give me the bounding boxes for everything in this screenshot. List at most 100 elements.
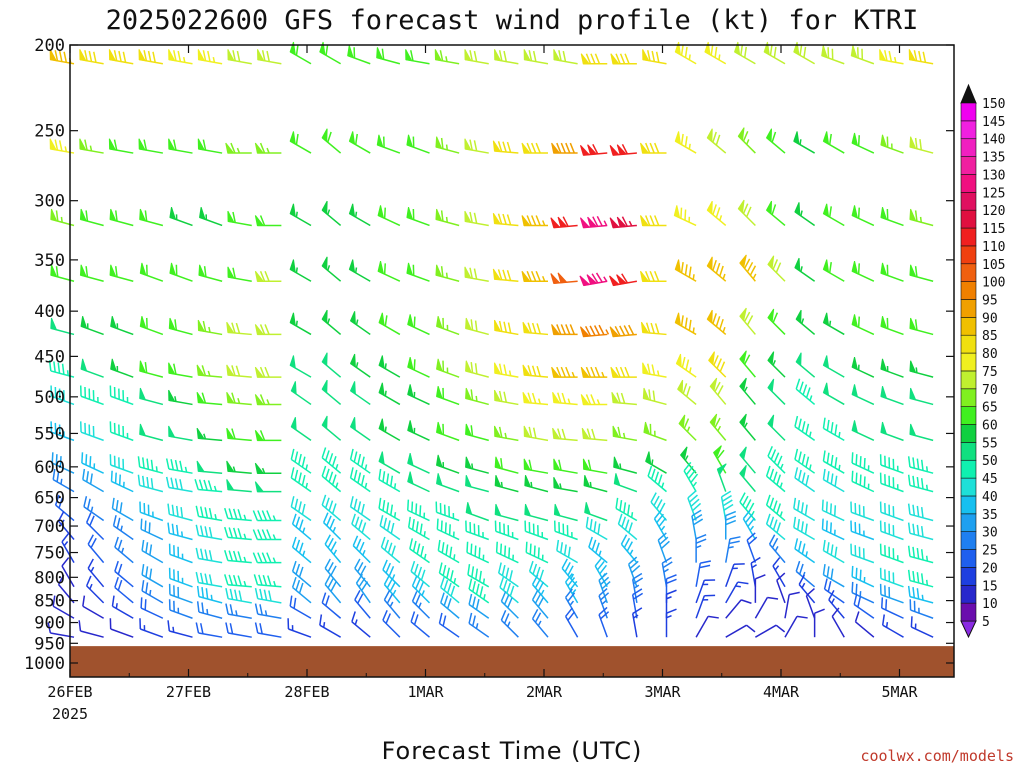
wind-barb [850, 45, 875, 65]
wind-barb-full [645, 322, 651, 334]
wind-barb-full [822, 450, 826, 462]
wind-barb [436, 518, 460, 541]
wind-barb-full [620, 534, 628, 545]
wind-barb-full [558, 522, 561, 533]
wind-barb-full [920, 549, 924, 561]
wind-barb-shaft [851, 575, 875, 588]
color-bar-segment [960, 245, 977, 265]
wind-barb-full [684, 209, 687, 221]
wind-barb-full [562, 523, 565, 535]
wind-barb-full [180, 507, 184, 518]
wind-barb-full [591, 428, 596, 440]
wind-barb-pennant [110, 315, 117, 330]
wind-barb-pennant [465, 317, 473, 331]
wind-barb [83, 496, 105, 522]
wind-barb-full [506, 214, 512, 226]
wind-barb-full [413, 316, 416, 328]
wind-barb-shaft [408, 526, 430, 541]
wind-barb [564, 607, 579, 638]
wind-barb-full [264, 324, 270, 335]
wind-barb-half [295, 320, 298, 327]
wind-barb-shaft [288, 628, 312, 638]
wind-barb-full [351, 611, 356, 623]
credit-link[interactable]: coolwx.com/models [860, 747, 1014, 765]
wind-barb-shaft [87, 543, 105, 564]
wind-barb [349, 381, 371, 406]
wind-barb [647, 465, 667, 493]
wind-barb-half [686, 426, 691, 432]
wind-barb-full [629, 560, 639, 570]
wind-barb-full [769, 516, 775, 528]
wind-barb-full [330, 541, 337, 552]
wind-barb-pennant [739, 464, 747, 479]
wind-barb-full [235, 365, 241, 377]
wind-barb [224, 526, 252, 541]
wind-barb-pennant [765, 200, 773, 215]
wind-barb-full [207, 50, 211, 62]
wind-barb-pennant [196, 460, 206, 473]
wind-barb-pennant [199, 207, 206, 221]
wind-barb [407, 471, 430, 493]
wind-barb [494, 389, 519, 406]
wind-barb-pennant [349, 311, 356, 326]
wind-barb [642, 362, 667, 378]
wind-barb [436, 386, 460, 406]
wind-barb-half [355, 319, 359, 325]
wind-barb-shaft [851, 511, 875, 522]
wind-barb-full [804, 504, 808, 516]
wind-barb-full [623, 502, 627, 514]
wind-barb-pennant [169, 262, 177, 276]
wind-barb [613, 473, 638, 493]
wind-barb-full [854, 522, 857, 533]
wind-barb-half [182, 56, 186, 63]
color-bar-label: 135 [982, 151, 1005, 166]
wind-barb-half [702, 583, 709, 586]
wind-barb-full [596, 560, 605, 571]
wind-barb-full [916, 524, 920, 536]
wind-barb-half [918, 607, 920, 614]
wind-barb-pennant [580, 366, 591, 378]
wind-barb-full [252, 552, 259, 563]
wind-barb-full [647, 363, 651, 375]
wind-barb-full [645, 142, 651, 154]
wind-barb [851, 384, 875, 406]
wind-barb [765, 128, 786, 154]
wind-barb-full [416, 543, 421, 555]
wind-barb [907, 569, 934, 588]
wind-barb [85, 512, 105, 541]
wind-barb-full [261, 50, 266, 61]
wind-barb-full [531, 392, 537, 404]
wind-barb [405, 49, 430, 65]
wind-barb-shaft [407, 509, 430, 522]
x-tick-label: 5MAR [881, 683, 918, 701]
wind-barb-pennant [521, 270, 531, 282]
wind-barb-full [772, 471, 778, 483]
wind-barb-full [287, 618, 290, 630]
wind-barb-pennant [521, 215, 531, 226]
wind-barb-pennant [79, 264, 87, 278]
wind-barb-shaft [725, 563, 735, 588]
wind-barb-pennant [551, 366, 561, 378]
wind-barb [321, 200, 342, 227]
wind-barb-full [681, 356, 686, 368]
wind-barb-full [86, 498, 91, 510]
wind-barb-pennant [739, 307, 747, 322]
wind-barb-full [645, 215, 651, 226]
wind-barb-full [712, 204, 717, 215]
wind-barb-full [443, 595, 449, 606]
wind-barb-full [379, 515, 384, 526]
wind-barb-pennant [254, 270, 265, 282]
y-tick-label: 700 [34, 517, 65, 537]
wind-barb-half [213, 485, 217, 492]
wind-barb-full [827, 47, 830, 59]
color-bar-label: 50 [982, 454, 998, 469]
wind-barb-pennant [822, 312, 830, 327]
wind-barb-full [232, 211, 236, 223]
wind-barb [436, 358, 460, 378]
wind-barb-shaft [529, 570, 549, 588]
wind-barb-half [780, 463, 784, 470]
wind-barb-full [615, 497, 619, 509]
wind-barb-full [208, 574, 213, 586]
wind-barb-full [113, 455, 116, 467]
wind-barb-full [801, 543, 806, 555]
